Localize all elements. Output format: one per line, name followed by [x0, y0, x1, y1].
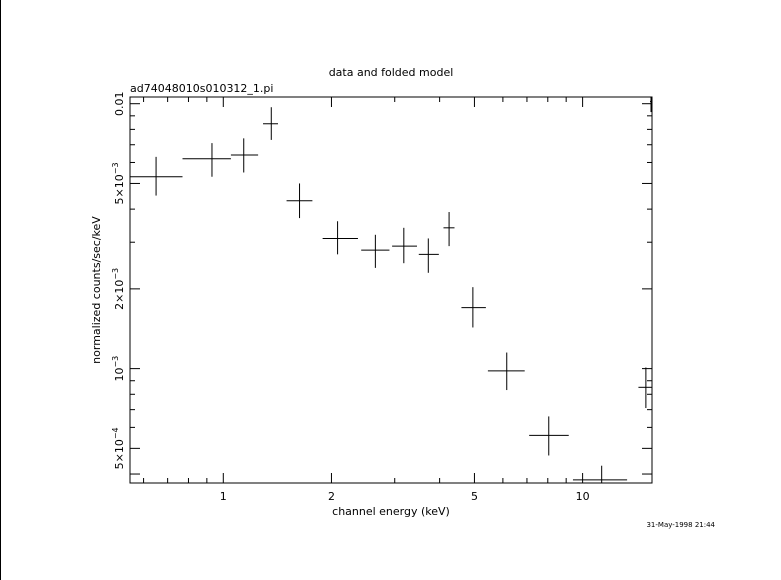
data-point — [263, 107, 279, 140]
x-tick-label: 2 — [328, 490, 335, 503]
x-tick-label: 1 — [220, 490, 227, 503]
data-point — [286, 183, 313, 219]
x-tick-label: 5 — [471, 490, 478, 503]
window-left-border — [0, 0, 1, 580]
data-point — [418, 238, 439, 273]
chart-subtitle: ad74048010s010312_1.pi — [130, 82, 273, 95]
data-point — [182, 143, 231, 177]
data-point — [638, 367, 652, 409]
data-point — [487, 352, 525, 391]
data-point — [392, 227, 417, 264]
data-point — [461, 287, 486, 328]
y-tick-label: 0.01 — [113, 91, 126, 116]
data-point — [130, 156, 183, 196]
x-axis-label: channel energy (keV) — [332, 505, 450, 518]
data-point — [361, 234, 390, 268]
data-point — [529, 416, 569, 456]
timestamp: 31-May-1998 21:44 — [646, 521, 715, 529]
plot-frame — [129, 96, 653, 484]
y-axis-label: normalized counts/sec/keV — [90, 216, 103, 364]
y-tick-label: 10−3 — [111, 356, 126, 382]
y-tick-label: 5×10−4 — [111, 427, 126, 469]
y-tick-label: 2×10−3 — [111, 268, 126, 310]
data-point — [572, 465, 628, 483]
data-point — [230, 138, 259, 173]
chart-title: data and folded model — [329, 66, 454, 79]
data-point — [322, 221, 358, 255]
data-point — [649, 97, 652, 113]
x-tick-label: 10 — [576, 490, 590, 503]
data-point — [443, 212, 455, 247]
y-tick-label: 5×10−3 — [111, 162, 126, 204]
